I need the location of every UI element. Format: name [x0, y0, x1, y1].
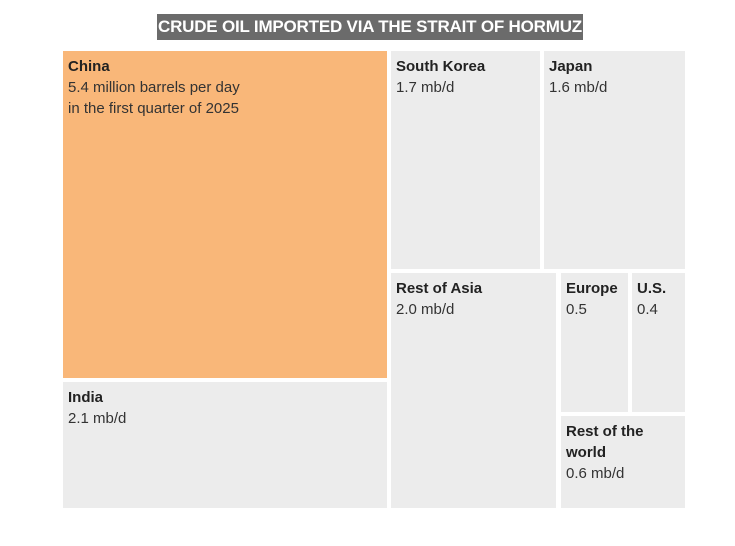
tile-label: South Korea — [396, 58, 486, 75]
tile-china: China 5.4 million barrels per day in the f… — [63, 51, 387, 378]
tile-label: Rest of Asia — [396, 280, 483, 297]
tile-label: India — [68, 389, 104, 406]
tile-value: 5.4 million barrels per day — [68, 79, 240, 96]
tile-value: 0.5 — [566, 301, 587, 318]
tile-europe: Europe 0.5 — [561, 273, 628, 412]
tile-value: 2.0 mb/d — [396, 301, 455, 318]
tile-south-korea: South Korea 1.7 mb/d — [391, 51, 540, 269]
tile-u-s: U.S. 0.4 — [632, 273, 685, 412]
chart-title: CRUDE OIL IMPORTED VIA THE STRAIT OF HOR… — [157, 14, 583, 40]
tile-label: U.S. — [637, 280, 667, 297]
tile-label: Europe — [566, 280, 618, 297]
tile-india: India 2.1 mb/d — [63, 382, 387, 508]
tile-label: Japan — [549, 58, 593, 75]
tile-label: China — [68, 58, 110, 75]
tile-value: 0.4 — [637, 301, 658, 318]
tile-label: Rest of the world — [566, 423, 644, 461]
tile-note: in the first quarter of 2025 — [68, 100, 239, 117]
tile-value: 2.1 mb/d — [68, 410, 127, 427]
tile-japan: Japan 1.6 mb/d — [544, 51, 685, 269]
tile-rest-of-the-world: Rest of the world 0.6 mb/d — [561, 416, 685, 508]
tile-rest-of-asia: Rest of Asia 2.0 mb/d — [391, 273, 556, 508]
tile-value: 1.6 mb/d — [549, 79, 608, 96]
tile-value: 1.7 mb/d — [396, 79, 455, 96]
tile-value: 0.6 mb/d — [566, 465, 625, 482]
